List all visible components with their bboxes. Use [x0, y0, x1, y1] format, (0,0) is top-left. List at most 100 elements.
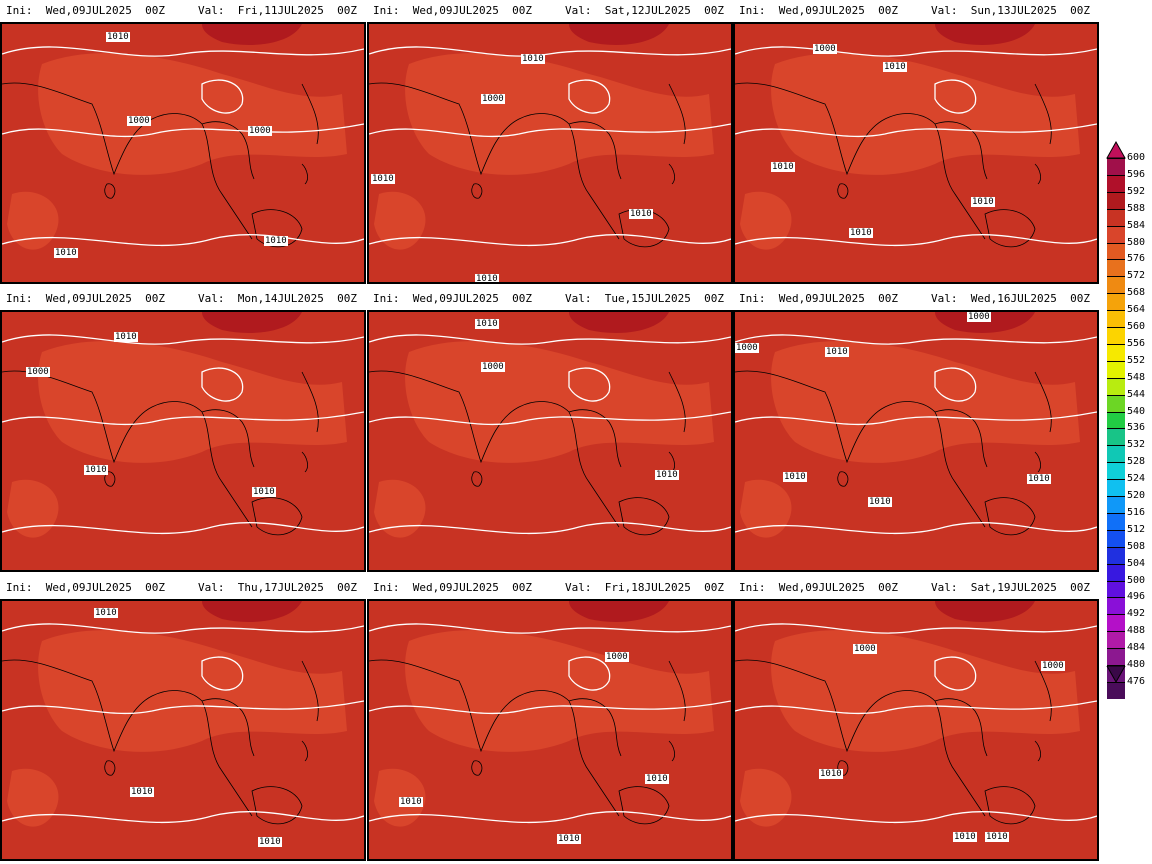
colorbar-segment [1107, 529, 1125, 547]
map-field [369, 312, 731, 538]
shaded-height-region [569, 601, 669, 622]
colorbar-level-label: 540 [1127, 405, 1146, 417]
colorbar-segment [1107, 411, 1125, 429]
colorbar-level-label: 532 [1127, 439, 1146, 451]
colorbar-segment [1107, 580, 1125, 598]
isobar-label: 1010 [825, 347, 849, 357]
colorbar-level-label: 504 [1127, 557, 1146, 569]
colorbar-level-label: 476 [1127, 675, 1146, 687]
init-time-label: Ini: Wed,09JUL2025 00Z [6, 4, 165, 17]
colorbar-level-label: 556 [1127, 337, 1146, 349]
colorbar-level-label: 552 [1127, 354, 1146, 366]
colorbar-level-label: 572 [1127, 270, 1146, 282]
isobar-label: 1000 [735, 343, 759, 353]
isobar-label: 1010 [475, 319, 499, 329]
map-field [2, 312, 364, 538]
init-time-label: Ini: Wed,09JUL2025 00Z [6, 581, 165, 594]
valid-time-label: Val: Mon,14JUL2025 00Z [198, 292, 357, 305]
isobar-contour [2, 46, 364, 247]
colorbar-segment [1107, 563, 1125, 581]
colorbar-segment [1107, 496, 1125, 513]
init-time-label: Ini: Wed,09JUL2025 00Z [739, 4, 898, 17]
map-plot: 1000 1010 1010 1010 [367, 599, 733, 861]
colorbar-level-label: 568 [1127, 287, 1146, 299]
isobar-label: 1010 [521, 54, 545, 64]
isobar-label: 1000 [481, 94, 505, 104]
valid-time-label: Val: Fri,11JUL2025 00Z [198, 4, 357, 17]
isobar-contour [369, 334, 731, 535]
init-time-label: Ini: Wed,09JUL2025 00Z [739, 292, 898, 305]
isobar-contour [369, 46, 731, 247]
isobar-label: 1010 [461, 570, 485, 572]
shaded-height-region [405, 53, 714, 175]
colorbar-level-label: 512 [1127, 523, 1146, 535]
shaded-height-region [7, 768, 59, 827]
isobar-label: 1010 [264, 236, 288, 246]
shaded-height-region [38, 341, 347, 463]
map-plot: 1000 1010 1010 1010 1010 [733, 22, 1099, 284]
shaded-height-region [38, 630, 347, 752]
shaded-height-region [7, 479, 59, 538]
init-time-label: Ini: Wed,09JUL2025 00Z [6, 292, 165, 305]
panel-header: Ini: Wed,09JUL2025 00Z Val: Thu,17JUL2025… [0, 577, 366, 599]
map-field [2, 24, 364, 250]
colorbar-bottom-arrow [1106, 666, 1126, 684]
colorbar-segment [1107, 276, 1125, 294]
isobar-label: 1010 [399, 797, 423, 807]
valid-time-label: Val: Sat,19JUL2025 00Z [931, 581, 1090, 594]
colorbar-segment [1107, 327, 1125, 344]
isobar-label: 1000 [605, 652, 629, 662]
panel-header: Ini: Wed,09JUL2025 00Z Val: Sat,12JUL2025… [367, 0, 733, 22]
panel-header: Ini: Wed,09JUL2025 00Z Val: Sun,13JUL2025… [733, 0, 1099, 22]
shaded-height-region [935, 24, 1035, 45]
colorbar-level-label: 580 [1127, 236, 1146, 248]
isobar-label: 1000 [127, 116, 151, 126]
shaded-height-region [405, 341, 714, 463]
shaded-height-region [569, 312, 669, 333]
colorbar-segment [1107, 360, 1125, 378]
panel-header: Ini: Wed,09JUL2025 00Z Val: Fri,11JUL2025… [0, 0, 366, 22]
isobar-label: 1000 [853, 644, 877, 654]
isobar-contour [735, 623, 1097, 824]
colorbar-segment [1107, 428, 1125, 446]
map-field [735, 24, 1097, 250]
colorbar-level-label: 488 [1127, 625, 1146, 637]
isobar-label: 1010 [557, 834, 581, 844]
colorbar-segment [1107, 158, 1125, 175]
colorbar-segment [1107, 631, 1125, 649]
shaded-height-region [740, 191, 792, 250]
colorbar-level-label: 564 [1127, 304, 1146, 316]
colorbar-level-label: 560 [1127, 321, 1146, 332]
map-field [369, 24, 731, 250]
isobar-label: 1010 [54, 248, 78, 258]
colorbar-segment [1107, 174, 1125, 192]
isobar-label: 1010 [645, 774, 669, 784]
init-time-label: Ini: Wed,09JUL2025 00Z [373, 581, 532, 594]
shaded-height-region [374, 191, 426, 250]
isobar-label: 1010 [258, 837, 282, 847]
isobar-contour [735, 334, 1097, 535]
map-field [735, 601, 1097, 827]
valid-time-label: Val: Thu,17JUL2025 00Z [198, 581, 357, 594]
valid-time-label: Val: Fri,18JUL2025 00Z [565, 581, 724, 594]
isobar-contour [735, 46, 1097, 247]
isobar-label: 1000 [26, 367, 50, 377]
colorbar-segment [1107, 648, 1125, 666]
shaded-height-region [202, 24, 302, 45]
colorbar-segment [1107, 597, 1125, 615]
isobar-label: 1010 [629, 209, 653, 219]
map-plot: 1010 1000 1000 1010 1010 [0, 22, 366, 284]
map-plot: 1010 1000 1010 1010 [367, 310, 733, 572]
colorbar-segment [1107, 377, 1125, 395]
coastline [735, 82, 1052, 248]
colorbar-segment [1107, 191, 1125, 209]
init-time-label: Ini: Wed,09JUL2025 00Z [739, 581, 898, 594]
coastline [735, 659, 1052, 825]
colorbar-level-label: 528 [1127, 456, 1146, 468]
valid-time-label: Val: Wed,16JUL2025 00Z [931, 292, 1090, 305]
isobar-label: 1000 [248, 126, 272, 136]
map-field [2, 601, 364, 827]
colorbar-level-label: 508 [1127, 540, 1146, 552]
isobar-label: 1010 [84, 465, 108, 475]
colorbar-level-label: 584 [1127, 219, 1146, 231]
